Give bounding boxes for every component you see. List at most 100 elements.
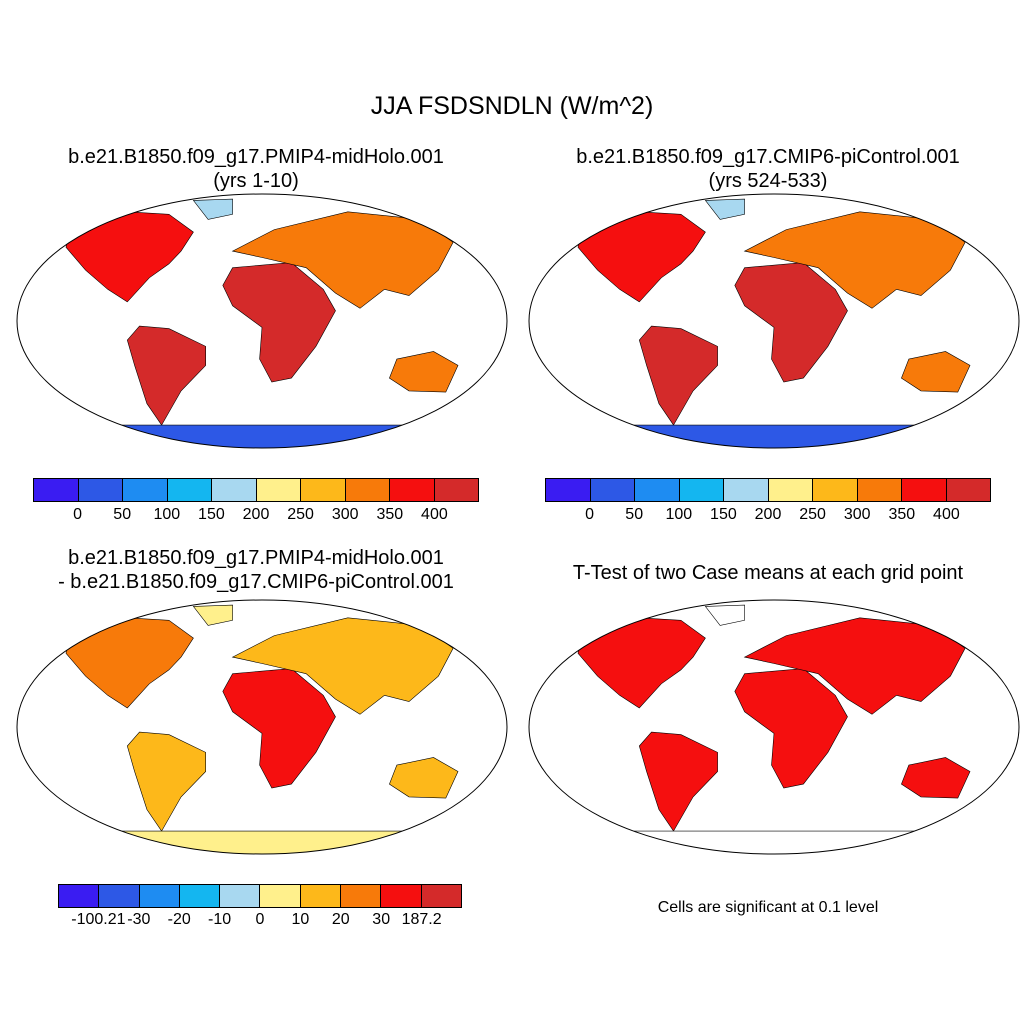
panel-2-colorbar-ticks: 0 50 100 150 200 250 300 350 400 xyxy=(545,506,991,526)
map-frame xyxy=(528,193,1020,449)
land-australia xyxy=(389,351,459,393)
colorbar-swatch xyxy=(139,885,180,907)
land-africa xyxy=(222,262,336,383)
map-frame xyxy=(528,599,1020,855)
colorbar-tick-label: 300 xyxy=(843,506,871,523)
panel-3-colorbar-ticks: -100.21 -30 -20 -10 0 10 20 30 187.2 xyxy=(58,911,462,931)
colorbar-swatch xyxy=(220,885,261,907)
map-panel-1 xyxy=(16,193,508,449)
colorbar-swatch xyxy=(813,479,858,501)
colorbar-tick-label: 0 xyxy=(73,506,83,523)
panel-4-title: T-Test of two Case means at each grid po… xyxy=(518,561,1018,585)
colorbar-swatch xyxy=(946,479,990,501)
colorbar-tick-label: 150 xyxy=(198,506,225,523)
land-eurasia xyxy=(231,211,454,309)
colorbar-swatch xyxy=(212,479,257,501)
panel-1-title: b.e21.B1850.f09_g17.PMIP4-midHolo.001 (y… xyxy=(6,145,506,193)
land-samerica xyxy=(638,731,718,832)
map-panel-3 xyxy=(16,599,508,855)
colorbar-tick-label: 187.2 xyxy=(401,911,442,928)
panel-2-title-line1: b.e21.B1850.f09_g17.CMIP6-piControl.001 xyxy=(576,146,960,168)
panel-2-colorbar xyxy=(545,478,991,502)
colorbar-tick-label: 0 xyxy=(255,911,265,928)
colorbar-swatch xyxy=(421,885,461,907)
colorbar-tick-label: 50 xyxy=(625,506,644,523)
map-panel-2 xyxy=(528,193,1020,449)
land-australia xyxy=(901,351,971,393)
colorbar-swatch xyxy=(167,479,212,501)
colorbar-swatch xyxy=(635,479,680,501)
panel-1-colorbar xyxy=(33,478,479,502)
colorbar-tick-label: 250 xyxy=(287,506,314,523)
panel-2-title-line2: (yrs 524-533) xyxy=(708,170,828,192)
land-namerica xyxy=(577,617,706,709)
colorbar-swatch xyxy=(256,479,301,501)
colorbar-tick-label: 10 xyxy=(291,911,310,928)
land-antarctica xyxy=(553,424,995,448)
land-eurasia xyxy=(743,617,966,715)
land-africa xyxy=(734,668,848,789)
map-panel-4 xyxy=(528,599,1020,855)
colorbar-swatch xyxy=(59,885,100,907)
land-antarctica xyxy=(41,424,483,448)
colorbar-tick-label: 200 xyxy=(242,506,270,523)
colorbar-swatch xyxy=(679,479,724,501)
land-namerica xyxy=(577,211,706,303)
land-greenland xyxy=(192,198,233,220)
panel-1-title-line2: (yrs 1-10) xyxy=(213,170,299,192)
colorbar-tick-label: 100 xyxy=(665,506,693,523)
colorbar-tick-label: 250 xyxy=(799,506,826,523)
colorbar-tick-label: -100.21 xyxy=(71,911,126,928)
colorbar-swatch xyxy=(902,479,947,501)
colorbar-swatch xyxy=(99,885,140,907)
colorbar-swatch xyxy=(179,885,221,907)
colorbar-swatch xyxy=(724,479,769,501)
colorbar-swatch xyxy=(123,479,168,501)
colorbar-swatch xyxy=(390,479,435,501)
colorbar-swatch xyxy=(590,479,635,501)
colorbar-tick-label: 300 xyxy=(331,506,359,523)
land-samerica xyxy=(126,731,206,832)
colorbar-tick-label: 30 xyxy=(372,911,391,928)
land-antarctica xyxy=(41,830,483,854)
land-australia xyxy=(901,757,971,799)
colorbar-tick-label: 0 xyxy=(585,506,595,523)
map-frame xyxy=(16,193,508,449)
land-greenland xyxy=(704,198,745,220)
panel-3-title: b.e21.B1850.f09_g17.PMIP4-midHolo.001 - … xyxy=(6,546,506,594)
colorbar-tick-label: -20 xyxy=(167,911,191,928)
colorbar-swatch xyxy=(341,885,382,907)
colorbar-tick-label: 400 xyxy=(933,506,960,523)
land-greenland xyxy=(192,604,233,626)
panel-3-title-line2: - b.e21.B1850.f09_g17.CMIP6-piControl.00… xyxy=(58,571,454,593)
panel-3-title-line1: b.e21.B1850.f09_g17.PMIP4-midHolo.001 xyxy=(68,547,444,569)
panel-3-colorbar xyxy=(58,884,462,908)
land-australia xyxy=(389,757,459,799)
colorbar-swatch xyxy=(345,479,390,501)
land-namerica xyxy=(65,617,194,709)
panel-4-title-line1: T-Test of two Case means at each grid po… xyxy=(572,562,964,584)
colorbar-swatch xyxy=(434,479,478,501)
colorbar-tick-label: 20 xyxy=(331,911,350,928)
land-namerica xyxy=(65,211,194,303)
land-antarctica xyxy=(553,830,995,854)
colorbar-tick-label: -10 xyxy=(208,911,232,928)
colorbar-swatch xyxy=(260,885,301,907)
land-africa xyxy=(222,668,336,789)
land-samerica xyxy=(638,325,718,426)
panel-2-title: b.e21.B1850.f09_g17.CMIP6-piControl.001 … xyxy=(518,145,1018,193)
colorbar-swatch xyxy=(768,479,813,501)
colorbar-swatch xyxy=(381,885,422,907)
colorbar-swatch xyxy=(857,479,902,501)
colorbar-tick-label: 50 xyxy=(113,506,132,523)
colorbar-swatch xyxy=(300,885,342,907)
map-frame xyxy=(16,599,508,855)
panel-1-title-line1: b.e21.B1850.f09_g17.PMIP4-midHolo.001 xyxy=(68,146,444,168)
colorbar-tick-label: -30 xyxy=(127,911,151,928)
colorbar-tick-label: 350 xyxy=(888,506,916,523)
colorbar-tick-label: 150 xyxy=(710,506,737,523)
land-africa xyxy=(734,262,848,383)
colorbar-tick-label: 400 xyxy=(421,506,448,523)
colorbar-tick-label: 200 xyxy=(754,506,782,523)
